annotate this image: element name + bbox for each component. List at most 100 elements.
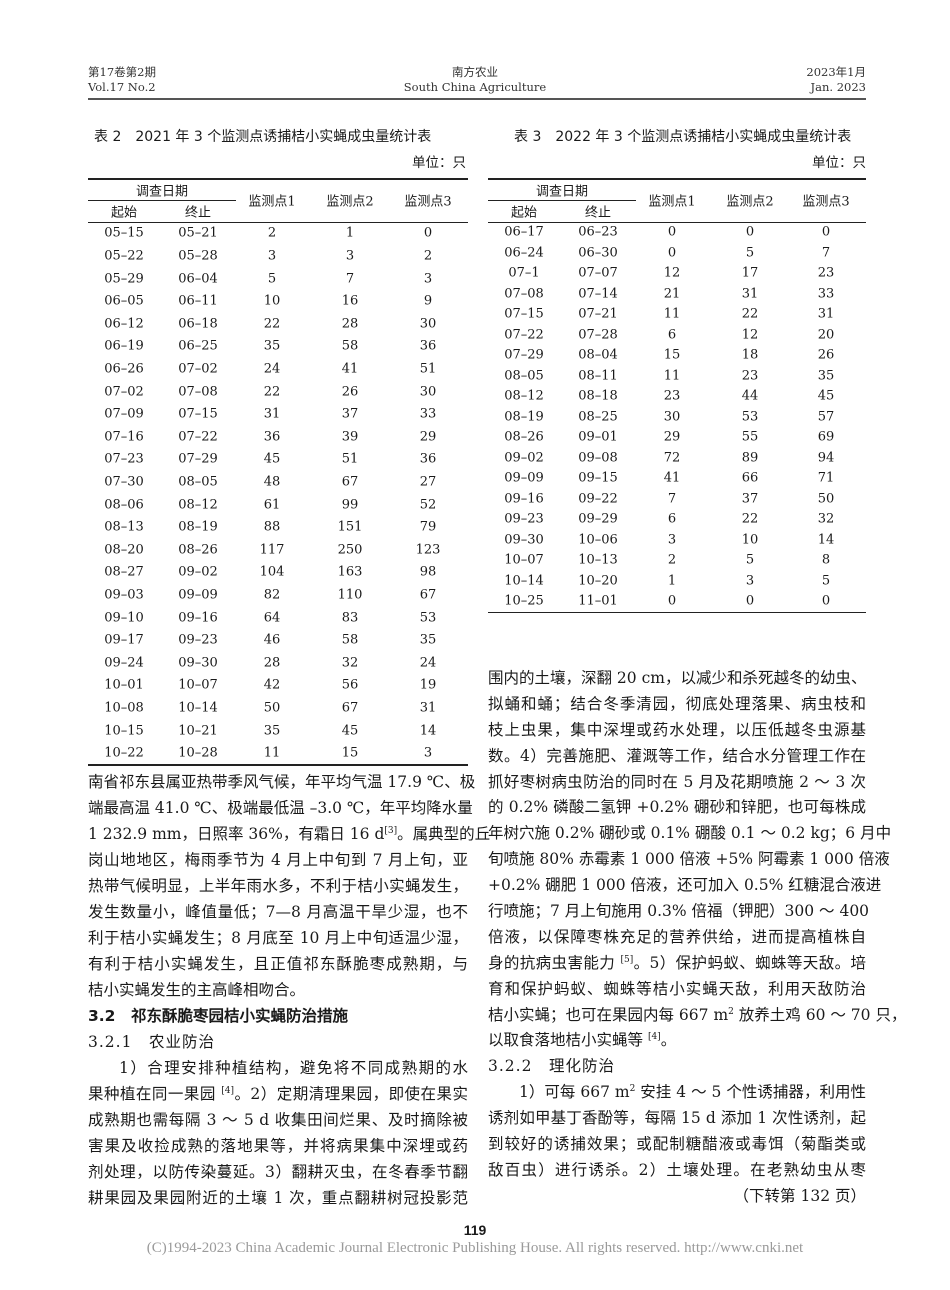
table-cell: 11	[663, 306, 681, 322]
table-cell: 06–30	[578, 245, 618, 261]
group-header: 调查日期	[535, 184, 589, 200]
text-line: 诱剂如甲基丁香酚等，每隔 15 d 添加 1 次性诱剂，起	[488, 1109, 866, 1128]
superscript: 2	[728, 1006, 734, 1017]
table-cell: 06–24	[504, 245, 544, 261]
table-cell: 07–23	[104, 451, 144, 467]
text-segment: 桔小实蝇；也可在果园内每 667 m	[488, 1005, 729, 1024]
text-line: 数。4）完善施肥、灌溉等工作，结合水分管理工作在	[488, 746, 866, 765]
table-cell: 51	[419, 361, 437, 377]
table-cell: 15	[341, 745, 359, 761]
table-cell: 41	[663, 470, 681, 486]
table-cell: 09–03	[104, 587, 144, 603]
table-cell: 10–15	[104, 723, 144, 738]
table-cell: 08–05	[504, 368, 544, 384]
table-cell: 3	[345, 248, 355, 264]
table-cell: 07–22	[178, 429, 218, 445]
table-cell: 07–02	[178, 361, 218, 377]
table-cell: 45	[263, 451, 281, 467]
table-cell: 07–08	[178, 384, 218, 399]
table-cell: 07–21	[578, 306, 618, 322]
table-cell: 06–12	[104, 316, 144, 332]
table-cell: 11	[663, 368, 681, 384]
journal-en: South China Agriculture	[403, 80, 547, 94]
table-cell: 2	[667, 552, 677, 568]
table-cell: 6	[667, 511, 677, 527]
text-line: 身的抗病虫害能力 [5]。5）保护蚂蚁、蜘蛛等天敌。培	[488, 951, 866, 977]
table-cell: 06–05	[104, 293, 144, 309]
text-line: 抓好枣树病虫防治的同时在 5 月及花期喷施 2 ～ 3 次	[488, 772, 866, 791]
table-cell: 2	[423, 248, 433, 264]
table-cell: 45	[817, 388, 835, 404]
table-cell: 3	[667, 532, 677, 548]
table-cell: 08–04	[578, 347, 618, 363]
table-cell: 50	[263, 700, 281, 716]
table-cell: 30	[419, 316, 437, 332]
table-cell: 58	[341, 632, 359, 648]
text-segment: 。2）定期清理果园，即使在果实	[233, 1085, 468, 1103]
table-cell: 35	[817, 368, 835, 384]
table-cell: 08–19	[504, 409, 544, 425]
text-line: 敌百虫）进行诱杀。2）土壤处理。在老熟幼虫从枣	[488, 1160, 866, 1179]
table-cell: 07–15	[178, 406, 218, 422]
table-cell: 2	[267, 225, 277, 241]
table-cell: 06–23	[578, 224, 618, 240]
table-cell: 3	[745, 573, 755, 589]
table-cell: 7	[821, 245, 831, 261]
table-top-rule	[488, 178, 866, 180]
table-cell: 11	[263, 745, 281, 761]
table-3-unit: 单位：只	[812, 155, 866, 171]
table-cell: 8	[821, 552, 831, 568]
table-cell: 53	[419, 610, 437, 625]
table-cell: 82	[263, 587, 281, 603]
text-segment: 安挂 4 ～ 5 个性诱捕器，利用性	[635, 1083, 866, 1102]
table-cell: 23	[817, 265, 835, 281]
running-header-volume: 第17卷第2期 Vol.17 No.2	[88, 65, 156, 95]
table-cell: 0	[423, 225, 433, 241]
table-cell: 08–05	[178, 474, 218, 490]
table-cell: 37	[341, 406, 359, 422]
table-group-rule	[488, 200, 636, 201]
text-line: 倍液，以保障枣株充足的营养供给，进而提高植株自	[488, 927, 866, 946]
table-cell: 22	[263, 316, 281, 332]
text-line: 桔小实蝇发生的主高峰相吻合。	[88, 981, 306, 999]
text-line: 旬喷施 80% 赤霉素 1 000 倍液 +5% 阿霉素 1 000 倍液	[488, 850, 890, 869]
table-cell: 123	[415, 542, 441, 558]
text-line: 端最高温 41.0 ℃、极端最低温 –3.0 ℃，年平均降水量	[88, 799, 473, 817]
table-cell: 07–29	[178, 451, 218, 467]
table-header-rule	[88, 222, 468, 223]
table-cell: 09–09	[504, 470, 544, 486]
table-cell: 07–22	[504, 327, 544, 343]
table-cell: 06–26	[104, 361, 144, 377]
column-header: 监测点1	[248, 194, 296, 210]
table-cell: 32	[817, 511, 835, 527]
journal-cn: 南方农业	[452, 65, 498, 79]
volume-en: Vol.17 No.2	[88, 80, 156, 94]
table-cell: 3	[423, 745, 433, 761]
table-cell: 05–28	[178, 248, 218, 264]
table-bottom-rule	[88, 764, 468, 766]
table-cell: 33	[817, 286, 835, 302]
table-cell: 09–02	[504, 450, 544, 466]
table-cell: 29	[663, 429, 681, 445]
table-cell: 20	[817, 327, 835, 343]
table-cell: 26	[341, 384, 359, 399]
column-header: 监测点2	[726, 194, 774, 210]
text-line: 热带气候明显，上半年雨水多，不利于桔小实蝇发生，	[88, 877, 468, 895]
running-header-date: 2023年1月 Jan. 2023	[806, 65, 866, 95]
table-cell: 09–08	[578, 450, 618, 466]
column-header: 终止	[184, 205, 212, 221]
superscript: 2	[629, 1084, 636, 1095]
text-segment: 身的抗病虫害能力	[488, 953, 621, 972]
page-number: 119	[463, 1222, 487, 1238]
table-cell: 50	[817, 491, 835, 507]
table-cell: 10–22	[104, 745, 144, 761]
text-line: 到较好的诱捕效果；或配制糖醋液或毒饵（菊酯类或	[488, 1135, 866, 1154]
table-cell: 17	[741, 265, 759, 281]
table-cell: 29	[419, 429, 437, 445]
table-cell: 06–18	[178, 316, 218, 332]
table-cell: 151	[337, 519, 363, 535]
superscript: [4]	[647, 1032, 661, 1043]
table-cell: 98	[419, 564, 437, 580]
table-cell: 35	[263, 723, 281, 738]
table-cell: 110	[337, 587, 363, 603]
